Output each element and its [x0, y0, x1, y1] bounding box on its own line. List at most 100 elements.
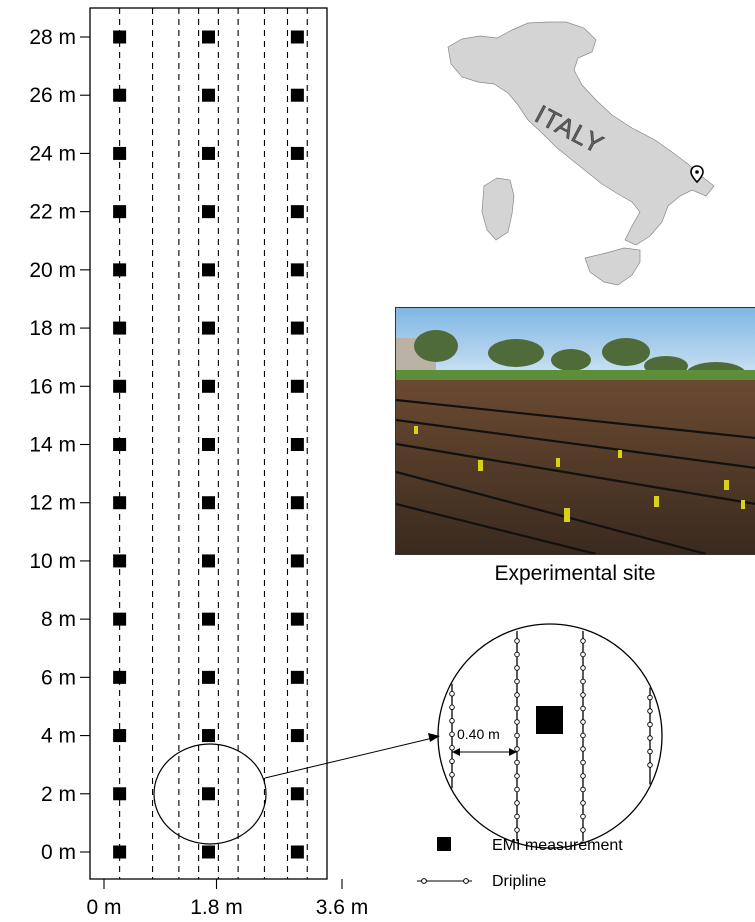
inset-driplines — [449, 630, 653, 842]
emi-measurement-point — [113, 263, 127, 277]
emi-measurement-point — [290, 729, 304, 743]
inset-emitter — [647, 762, 653, 768]
emi-measurement-point — [202, 554, 215, 568]
inset-emitter — [647, 735, 653, 741]
y-axis: 0 m 2 m 4 m 6 m 8 m 10 m 12 m 14 m 16 m 18 m 20 m 2… — [29, 26, 90, 864]
inset-spacing-label: 0.40 m — [457, 726, 500, 742]
y-tick-label: 18 m — [29, 317, 76, 340]
emi-measurement-point — [113, 379, 127, 393]
emi-measurement-point — [202, 438, 215, 451]
emi-measurement-point — [113, 670, 127, 684]
inset-emitter — [449, 758, 455, 765]
inset-emitter — [580, 746, 586, 752]
inset-emitter — [647, 708, 653, 714]
inset-emitter — [647, 721, 653, 728]
emi-measurement-point — [113, 30, 127, 44]
emi-measurement-point — [202, 670, 215, 684]
emi-measurement-point — [202, 30, 215, 44]
emi-measurement-point — [113, 612, 127, 626]
inset-emitter — [580, 800, 586, 806]
emi-measurement-point — [290, 496, 304, 510]
emi-measurement-point — [290, 146, 304, 160]
italy-mainland — [447, 21, 715, 246]
x-tick-label: 0 m — [86, 896, 121, 919]
emi-measurement-point — [113, 496, 127, 510]
inset-emitter — [514, 638, 520, 644]
legend-dripline-label: Dripline — [492, 873, 546, 890]
emi-measurement-point — [113, 321, 127, 335]
inset-emitter — [449, 772, 455, 778]
inset-emitter — [580, 813, 586, 820]
x-tick-label: 1.8 m — [190, 896, 243, 919]
zoom-circle — [153, 743, 267, 845]
emi-measurement-point — [113, 554, 127, 568]
emi-measurement-point — [202, 787, 215, 801]
legend-emi-symbol — [437, 837, 451, 851]
inset-emitter — [514, 651, 520, 658]
inset-emitter — [580, 678, 586, 685]
inset-emitter — [580, 638, 586, 644]
y-tick-label: 16 m — [29, 375, 76, 398]
inset-emitter — [514, 746, 520, 752]
sicily-island — [584, 247, 641, 286]
emi-measurement-point — [113, 845, 127, 859]
emi-measurement-point — [202, 612, 215, 626]
emi-measurement-point — [290, 438, 304, 451]
emi-measurement-point — [202, 88, 215, 102]
emi-measurement-point — [290, 379, 304, 393]
emi-measurement-point — [202, 845, 215, 859]
legend-dripline-symbol — [417, 878, 472, 884]
inset-emitter — [514, 759, 520, 766]
y-tick-label: 26 m — [29, 84, 76, 107]
emi-measurement-point — [113, 438, 127, 451]
sardinia-island — [481, 177, 515, 241]
inset-emitter — [647, 748, 653, 755]
emi-measurement-point — [202, 729, 215, 743]
emi-measurement-point — [290, 670, 304, 684]
emi-measurement-point — [290, 554, 304, 568]
y-tick-label: 24 m — [29, 142, 76, 165]
field-plot-frame — [89, 7, 328, 880]
y-tick-label: 14 m — [29, 434, 76, 457]
photo-caption: Experimental site — [494, 562, 656, 585]
y-tick-label: 10 m — [29, 550, 76, 573]
inset-emitter — [514, 800, 520, 806]
inset-emitter — [514, 665, 520, 671]
inset-emitter — [580, 705, 586, 712]
legend-emi-label: EMI measurement — [492, 837, 623, 854]
inset-emitter — [514, 705, 520, 712]
inset-emitter — [514, 773, 520, 779]
y-tick-label: 4 m — [41, 725, 76, 748]
emi-measurement-point — [113, 205, 127, 219]
zoom-arrowhead — [428, 733, 440, 742]
emi-measurement-point — [290, 845, 304, 859]
inset-emitter — [514, 678, 520, 685]
inset-emi-square — [536, 706, 563, 734]
inset-emitter — [580, 692, 586, 698]
inset-emitter — [580, 651, 586, 658]
inset-emitter — [514, 786, 520, 793]
emi-measurement-point — [113, 787, 127, 801]
y-tick-label: 8 m — [41, 608, 76, 631]
emi-measurement-point — [202, 321, 215, 335]
y-tick-label: 12 m — [29, 492, 76, 515]
inset-emitter — [580, 732, 586, 739]
emi-measurement-point — [290, 30, 304, 44]
inset-emitter — [514, 719, 520, 725]
emi-measurement-point — [202, 146, 215, 160]
y-tick-label: 20 m — [29, 259, 76, 282]
location-pin-icon — [690, 165, 704, 184]
measurement-group — [113, 30, 304, 859]
italy-map: ITALY — [447, 21, 715, 286]
inset-emitter — [449, 731, 455, 738]
emi-measurement-point — [290, 263, 304, 277]
inset-emitter — [449, 745, 455, 751]
emi-measurement-point — [202, 263, 215, 277]
inset-emitter — [580, 719, 586, 725]
emi-measurement-point — [290, 88, 304, 102]
x-tick-label: 3.6 m — [316, 896, 369, 919]
inset-emitter — [580, 759, 586, 766]
emi-measurement-point — [113, 146, 127, 160]
x-axis: 0 m 1.8 m 3.6 m — [86, 879, 368, 919]
inset-emitter — [580, 827, 586, 833]
